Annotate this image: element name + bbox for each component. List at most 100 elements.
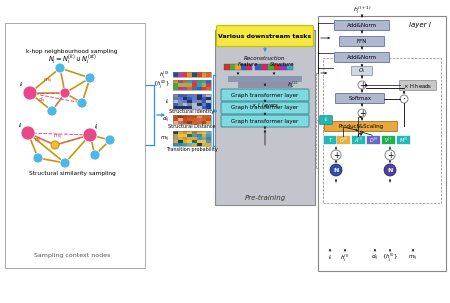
Bar	[183, 115, 187, 118]
Bar	[183, 134, 187, 137]
Text: Reconstruction: Reconstruction	[244, 55, 286, 61]
Bar	[5, 23, 145, 268]
Bar	[202, 137, 206, 140]
Bar	[173, 80, 211, 90]
Text: $h_i^{(l)}$: $h_i^{(l)}$	[340, 252, 350, 264]
Bar	[183, 103, 187, 106]
Circle shape	[358, 81, 366, 89]
Bar	[206, 80, 211, 83]
FancyBboxPatch shape	[221, 115, 309, 127]
Bar	[173, 80, 178, 83]
Circle shape	[385, 150, 395, 160]
Bar	[173, 83, 178, 87]
Bar	[173, 121, 178, 124]
Bar	[202, 118, 206, 121]
Circle shape	[47, 106, 57, 116]
Bar	[206, 118, 211, 121]
Text: Add&Norm: Add&Norm	[347, 23, 377, 28]
Circle shape	[358, 109, 366, 117]
Bar	[183, 121, 187, 124]
Bar	[178, 134, 183, 137]
Bar	[197, 140, 202, 143]
Bar	[206, 115, 211, 118]
Bar	[183, 94, 187, 97]
Text: $T$: $T$	[328, 136, 333, 144]
Text: $d_{ij}$: $d_{ij}$	[371, 253, 379, 263]
Bar	[241, 64, 247, 70]
Bar	[202, 94, 206, 97]
Bar	[192, 100, 197, 103]
Text: Graph transformer layer: Graph transformer layer	[231, 118, 299, 124]
Bar	[187, 143, 192, 146]
Bar	[192, 115, 197, 118]
Bar	[202, 100, 206, 103]
Bar	[178, 100, 183, 103]
Circle shape	[77, 98, 87, 108]
Bar	[202, 103, 206, 106]
Bar	[197, 97, 202, 100]
Bar	[202, 115, 206, 118]
Bar	[280, 64, 287, 70]
Text: Pre-training: Pre-training	[244, 195, 286, 201]
Text: Structural Distance: Structural Distance	[168, 125, 216, 129]
Circle shape	[105, 135, 115, 145]
FancyBboxPatch shape	[351, 136, 365, 145]
Bar	[192, 143, 197, 146]
Text: $\{h_j^{(0)}\}$: $\{h_j^{(0)}\}$	[153, 79, 170, 91]
Text: +: +	[359, 108, 365, 118]
Bar	[192, 87, 197, 90]
Bar	[183, 131, 187, 134]
FancyBboxPatch shape	[367, 136, 380, 145]
Bar	[202, 143, 206, 146]
Bar	[192, 137, 197, 140]
Bar	[192, 94, 197, 97]
Bar	[206, 140, 211, 143]
Text: $h_v^{(L)}$: $h_v^{(L)}$	[287, 80, 299, 90]
Text: Graph transformer layer: Graph transformer layer	[231, 105, 299, 111]
FancyBboxPatch shape	[400, 81, 436, 91]
Text: $Q^{(l)}$: $Q^{(l)}$	[339, 135, 348, 145]
Bar	[187, 106, 192, 109]
Circle shape	[21, 126, 35, 140]
Text: +: +	[359, 81, 365, 89]
Bar	[187, 131, 192, 134]
Text: $I_i$: $I_i$	[165, 98, 170, 106]
Bar	[173, 140, 178, 143]
Bar	[183, 100, 187, 103]
Text: Product&Scaling: Product&Scaling	[338, 124, 383, 129]
Bar	[192, 80, 197, 83]
Bar	[274, 64, 280, 70]
Text: $d_{ij}$: $d_{ij}$	[34, 136, 42, 146]
Text: Graph transformer layer: Graph transformer layer	[231, 92, 299, 98]
Bar	[206, 97, 211, 100]
Bar	[197, 118, 202, 121]
Bar	[187, 140, 192, 143]
Bar	[187, 83, 192, 87]
Text: $m_{ij}$: $m_{ij}$	[54, 132, 63, 142]
Circle shape	[60, 158, 70, 168]
Bar	[178, 83, 183, 87]
Text: Structural Identity: Structural Identity	[170, 109, 215, 115]
FancyBboxPatch shape	[351, 66, 373, 75]
Circle shape	[90, 150, 100, 160]
Text: Structure: Structure	[270, 62, 294, 66]
Bar	[187, 121, 192, 124]
Text: $V^{(l)}$: $V^{(l)}$	[384, 135, 393, 145]
Bar	[187, 100, 192, 103]
Text: $I_i$: $I_i$	[19, 81, 24, 89]
Bar	[197, 94, 202, 97]
Bar	[178, 80, 183, 83]
Bar	[183, 83, 187, 87]
Bar	[206, 143, 211, 146]
FancyBboxPatch shape	[382, 136, 396, 145]
Bar	[192, 83, 197, 87]
Bar	[197, 72, 202, 77]
Bar	[197, 100, 202, 103]
Text: $A^{(l)}$: $A^{(l)}$	[354, 135, 363, 145]
Text: +: +	[333, 151, 339, 159]
Bar	[206, 137, 211, 140]
Text: layer l: layer l	[409, 22, 431, 28]
Bar	[235, 64, 241, 70]
Bar	[206, 87, 211, 90]
Text: $M^{(l)}$: $M^{(l)}$	[399, 135, 409, 145]
